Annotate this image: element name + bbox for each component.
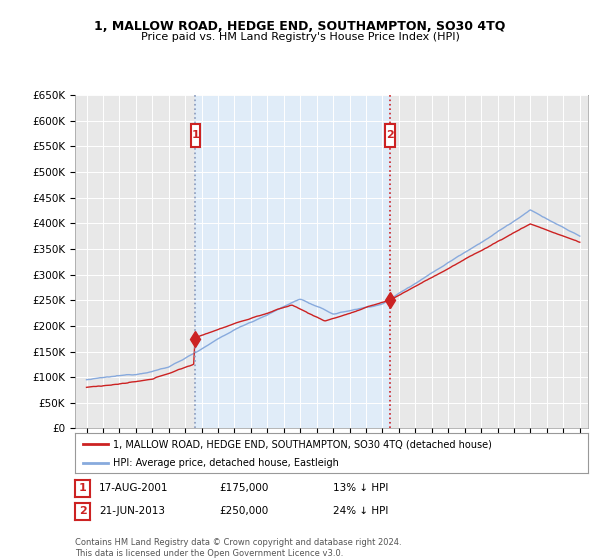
Text: 13% ↓ HPI: 13% ↓ HPI [333, 483, 388, 493]
Text: 1: 1 [79, 483, 86, 493]
Text: 1: 1 [191, 130, 199, 140]
Text: HPI: Average price, detached house, Eastleigh: HPI: Average price, detached house, East… [113, 458, 340, 468]
Text: 24% ↓ HPI: 24% ↓ HPI [333, 506, 388, 516]
FancyBboxPatch shape [191, 124, 200, 147]
Text: 2: 2 [79, 506, 86, 516]
Text: 2: 2 [386, 130, 394, 140]
Text: 21-JUN-2013: 21-JUN-2013 [99, 506, 165, 516]
FancyBboxPatch shape [385, 124, 395, 147]
Text: £250,000: £250,000 [219, 506, 268, 516]
Text: 1, MALLOW ROAD, HEDGE END, SOUTHAMPTON, SO30 4TQ (detached house): 1, MALLOW ROAD, HEDGE END, SOUTHAMPTON, … [113, 439, 493, 449]
Text: Contains HM Land Registry data © Crown copyright and database right 2024.
This d: Contains HM Land Registry data © Crown c… [75, 538, 401, 558]
Text: 17-AUG-2001: 17-AUG-2001 [99, 483, 169, 493]
Text: 1, MALLOW ROAD, HEDGE END, SOUTHAMPTON, SO30 4TQ: 1, MALLOW ROAD, HEDGE END, SOUTHAMPTON, … [94, 20, 506, 32]
Bar [196, 95, 390, 428]
Text: Price paid vs. HM Land Registry's House Price Index (HPI): Price paid vs. HM Land Registry's House … [140, 32, 460, 43]
Text: £175,000: £175,000 [219, 483, 268, 493]
